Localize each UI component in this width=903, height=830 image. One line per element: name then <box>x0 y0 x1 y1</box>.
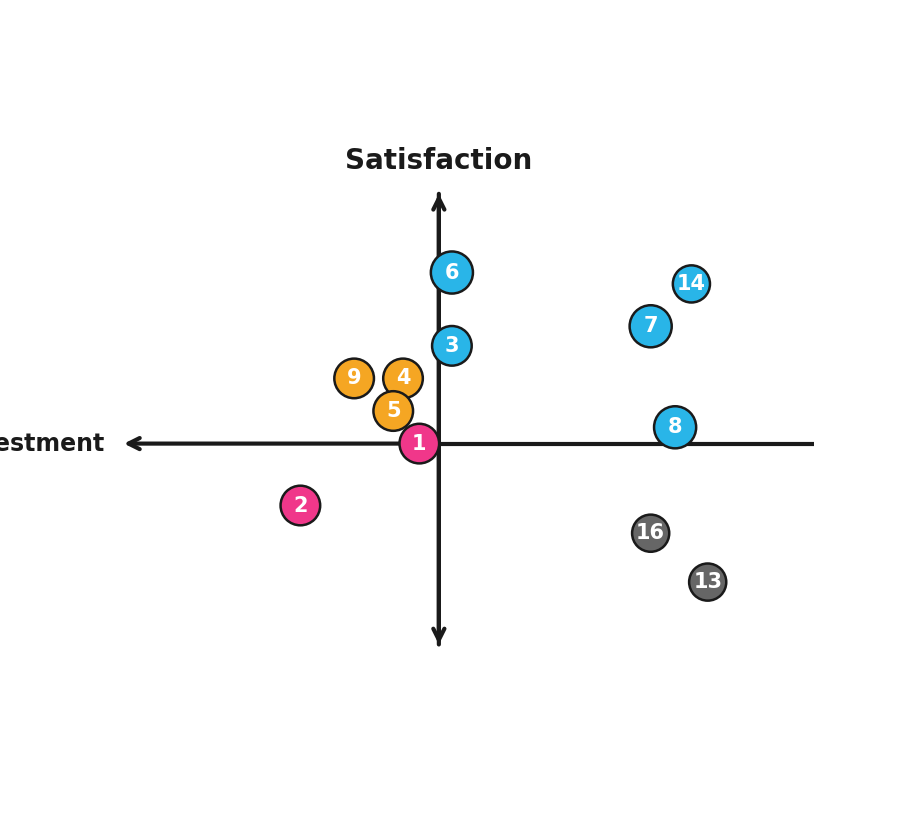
Circle shape <box>431 251 472 294</box>
Circle shape <box>672 266 709 302</box>
Circle shape <box>628 305 671 347</box>
Text: 1: 1 <box>412 433 426 453</box>
Circle shape <box>654 406 695 448</box>
Text: Investment: Investment <box>0 432 105 456</box>
Circle shape <box>334 359 374 398</box>
Circle shape <box>399 424 439 463</box>
Text: 13: 13 <box>693 572 721 592</box>
Circle shape <box>688 564 725 601</box>
Text: 4: 4 <box>396 369 410 388</box>
Text: 3: 3 <box>444 336 459 356</box>
Circle shape <box>631 515 668 552</box>
Text: 8: 8 <box>667 417 682 437</box>
Text: 2: 2 <box>293 496 307 515</box>
Circle shape <box>383 359 423 398</box>
Text: Satisfaction: Satisfaction <box>345 147 532 175</box>
Text: 16: 16 <box>636 523 665 543</box>
Text: 9: 9 <box>347 369 361 388</box>
Text: 7: 7 <box>643 316 657 336</box>
Circle shape <box>280 486 320 525</box>
Circle shape <box>432 326 471 366</box>
Text: 6: 6 <box>444 262 459 282</box>
Text: 14: 14 <box>676 274 705 294</box>
Circle shape <box>373 391 413 431</box>
Text: 5: 5 <box>386 401 400 421</box>
